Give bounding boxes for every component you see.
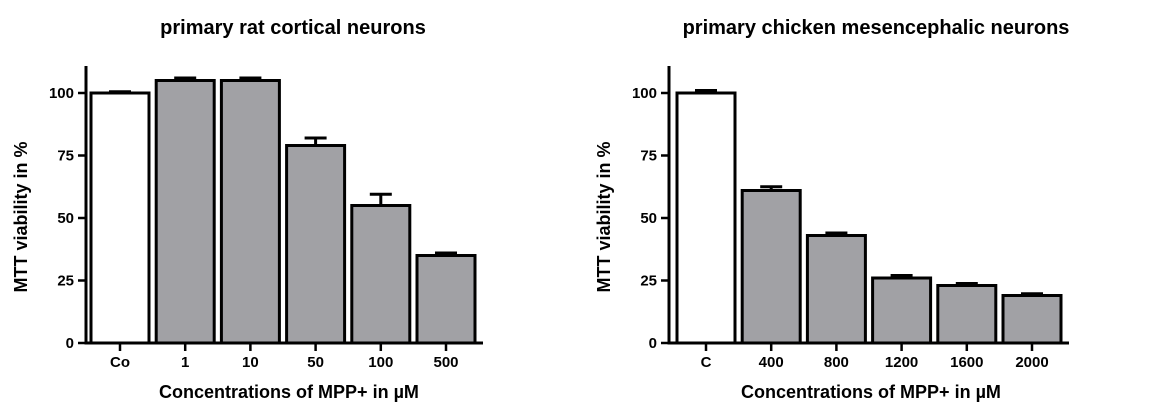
y-tick-label: 50 <box>57 210 74 227</box>
bar <box>154 79 216 345</box>
x-tick-label: 10 <box>242 354 259 371</box>
bar <box>1001 294 1063 345</box>
bar <box>350 204 412 345</box>
y-tick-label: 25 <box>57 273 74 290</box>
x-axis-title: Concentrations of MPP+ in µM <box>741 382 1001 402</box>
y-tick-label: 100 <box>632 85 657 102</box>
x-tick-label: Co <box>110 354 130 371</box>
chart-title: primary rat cortical neurons <box>160 17 426 39</box>
x-tick-label: 400 <box>759 354 784 371</box>
bar <box>740 189 802 345</box>
bar <box>89 91 151 345</box>
x-tick-label: 1600 <box>950 354 983 371</box>
chart-title: primary chicken mesencephalic neurons <box>683 17 1070 39</box>
y-tick-label: 0 <box>649 335 657 352</box>
y-tick-label: 50 <box>640 210 657 227</box>
x-tick-label: 800 <box>824 354 849 371</box>
y-tick-label: 100 <box>49 85 74 102</box>
y-tick-label: 25 <box>640 273 657 290</box>
bar <box>936 284 998 345</box>
y-tick-label: 75 <box>640 148 657 165</box>
bar <box>805 234 867 345</box>
x-tick-label: 2000 <box>1015 354 1048 371</box>
panel-chicken-mesencephalic: primary chicken mesencephalic neurons MT… <box>594 17 1069 402</box>
panel-rat-cortical: primary rat cortical neurons MTT viabili… <box>11 17 483 402</box>
x-tick-label: 50 <box>307 354 324 371</box>
x-tick-label: 1 <box>181 354 189 371</box>
y-tick-label: 0 <box>66 335 74 352</box>
x-tick-label: 1200 <box>885 354 918 371</box>
x-axis-title: Concentrations of MPP+ in µM <box>159 382 419 402</box>
y-tick-label: 75 <box>57 148 74 165</box>
y-axis-title: MTT viability in % <box>11 141 31 292</box>
bar <box>219 79 281 345</box>
x-tick-label: 100 <box>368 354 393 371</box>
bar <box>871 276 933 345</box>
bar <box>675 91 737 345</box>
bar <box>285 144 347 345</box>
bar <box>415 254 477 345</box>
y-axis-title: MTT viability in % <box>594 141 614 292</box>
x-tick-label: C <box>701 354 712 371</box>
x-tick-label: 500 <box>433 354 458 371</box>
